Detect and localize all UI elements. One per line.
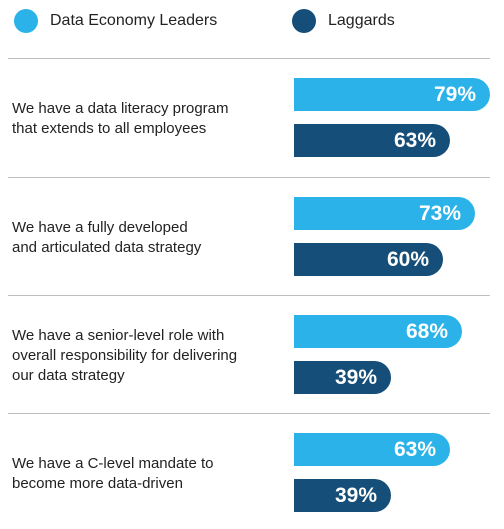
divider xyxy=(8,413,490,414)
bar-leaders: 68% xyxy=(294,315,462,348)
category-label-line: and articulated data strategy xyxy=(12,239,202,256)
legend-item-leaders: Data Economy Leaders xyxy=(14,8,217,34)
legend-swatch-laggards xyxy=(292,9,316,33)
divider xyxy=(8,177,490,178)
divider xyxy=(8,58,490,59)
data-label: 63% xyxy=(393,437,436,461)
category-label: We have a C-level mandate to become more … xyxy=(12,454,280,494)
category-label-line: our data strategy xyxy=(12,367,125,384)
bar-laggards: 39% xyxy=(294,479,391,512)
data-label: 63% xyxy=(393,128,436,152)
data-label: 39% xyxy=(334,483,377,507)
category-label-line: become more data-driven xyxy=(12,475,183,492)
category-label-line: We have a senior-level role with xyxy=(12,327,225,344)
divider xyxy=(8,295,490,296)
bar-laggards: 60% xyxy=(294,243,443,276)
legend-label-laggards: Laggards xyxy=(328,12,395,29)
category-label-line: We have a data literacy program xyxy=(12,100,229,117)
legend: Data Economy Leaders Laggards xyxy=(0,8,504,34)
legend-item-laggards: Laggards xyxy=(292,8,395,34)
data-label: 68% xyxy=(405,319,448,343)
data-label: 60% xyxy=(386,247,429,271)
category-label-line: We have a fully developed xyxy=(12,219,188,236)
legend-swatch-leaders xyxy=(14,9,38,33)
category-label-line: that extends to all employees xyxy=(12,120,207,137)
category-label: We have a data literacy program that exte… xyxy=(12,99,280,139)
bar-leaders: 73% xyxy=(294,197,475,230)
data-label: 39% xyxy=(334,365,377,389)
bar-leaders: 79% xyxy=(294,78,490,111)
category-label: We have a senior-level role with overall … xyxy=(12,326,280,386)
legend-label-leaders: Data Economy Leaders xyxy=(50,12,218,29)
category-label-line: overall responsibility for delivering xyxy=(12,347,238,364)
bar-laggards: 63% xyxy=(294,124,450,157)
data-label: 73% xyxy=(418,201,461,225)
category-label: We have a fully developed and articulated… xyxy=(12,218,280,258)
data-label: 79% xyxy=(433,82,476,106)
bar-leaders: 63% xyxy=(294,433,450,466)
category-label-line: We have a C-level mandate to xyxy=(12,455,214,472)
bar-laggards: 39% xyxy=(294,361,391,394)
